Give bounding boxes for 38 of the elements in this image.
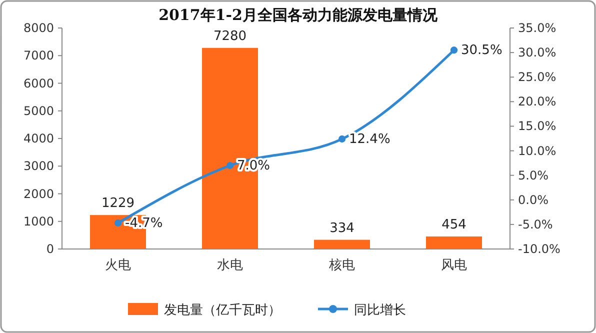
y2-tick-label: 35.0% [518,21,556,35]
y2-tick-label: 15.0% [518,119,556,134]
x-tick-label: 核电 [328,258,355,273]
y2-tick-label: 20.0% [518,94,556,109]
y2-tick-label: -10.0% [518,242,560,256]
y-tick-label: 7000 [23,48,54,63]
point [226,162,234,170]
y2-tick-label: 30.0% [518,46,556,60]
x-tick-label: 水电 [217,258,243,273]
y-tick-label: 5000 [23,104,54,118]
y-tick-label: 1000 [23,214,54,228]
data-label: 12.4% [349,132,390,147]
legend-label: 同比增长 [354,303,406,318]
chart-title: 2017年1-2月全国各动力能源发电量情况 [158,6,438,24]
y2-tick-label: 5.0% [518,168,548,182]
y2-tick-label: 10.0% [518,144,556,158]
data-label: 1229 [101,196,135,212]
data-label: 454 [442,217,466,232]
bar [314,240,370,249]
data-label: 7280 [213,28,247,44]
point [338,135,346,143]
y2-tick-label: 0.0% [518,192,548,207]
y-tick-label: 3000 [23,159,54,174]
y2-tick-label: 25.0% [518,70,556,84]
legend-label: 发电量（亿千瓦时） [164,303,281,318]
x-tick-label: 火电 [105,258,131,273]
y-tick-label: 8000 [23,21,54,35]
y-tick-label: 4000 [23,132,54,146]
point [450,46,458,54]
data-label: 334 [330,220,354,236]
data-label: 30.5% [461,43,502,58]
y-tick-label: 6000 [23,76,54,90]
y-tick-label: 0 [46,242,54,256]
point [114,219,122,227]
x-tick-label: 风电 [441,258,467,273]
y-tick-label: 2000 [23,186,54,201]
y2-tick-label: -5.0% [518,217,553,232]
bar [426,236,482,249]
